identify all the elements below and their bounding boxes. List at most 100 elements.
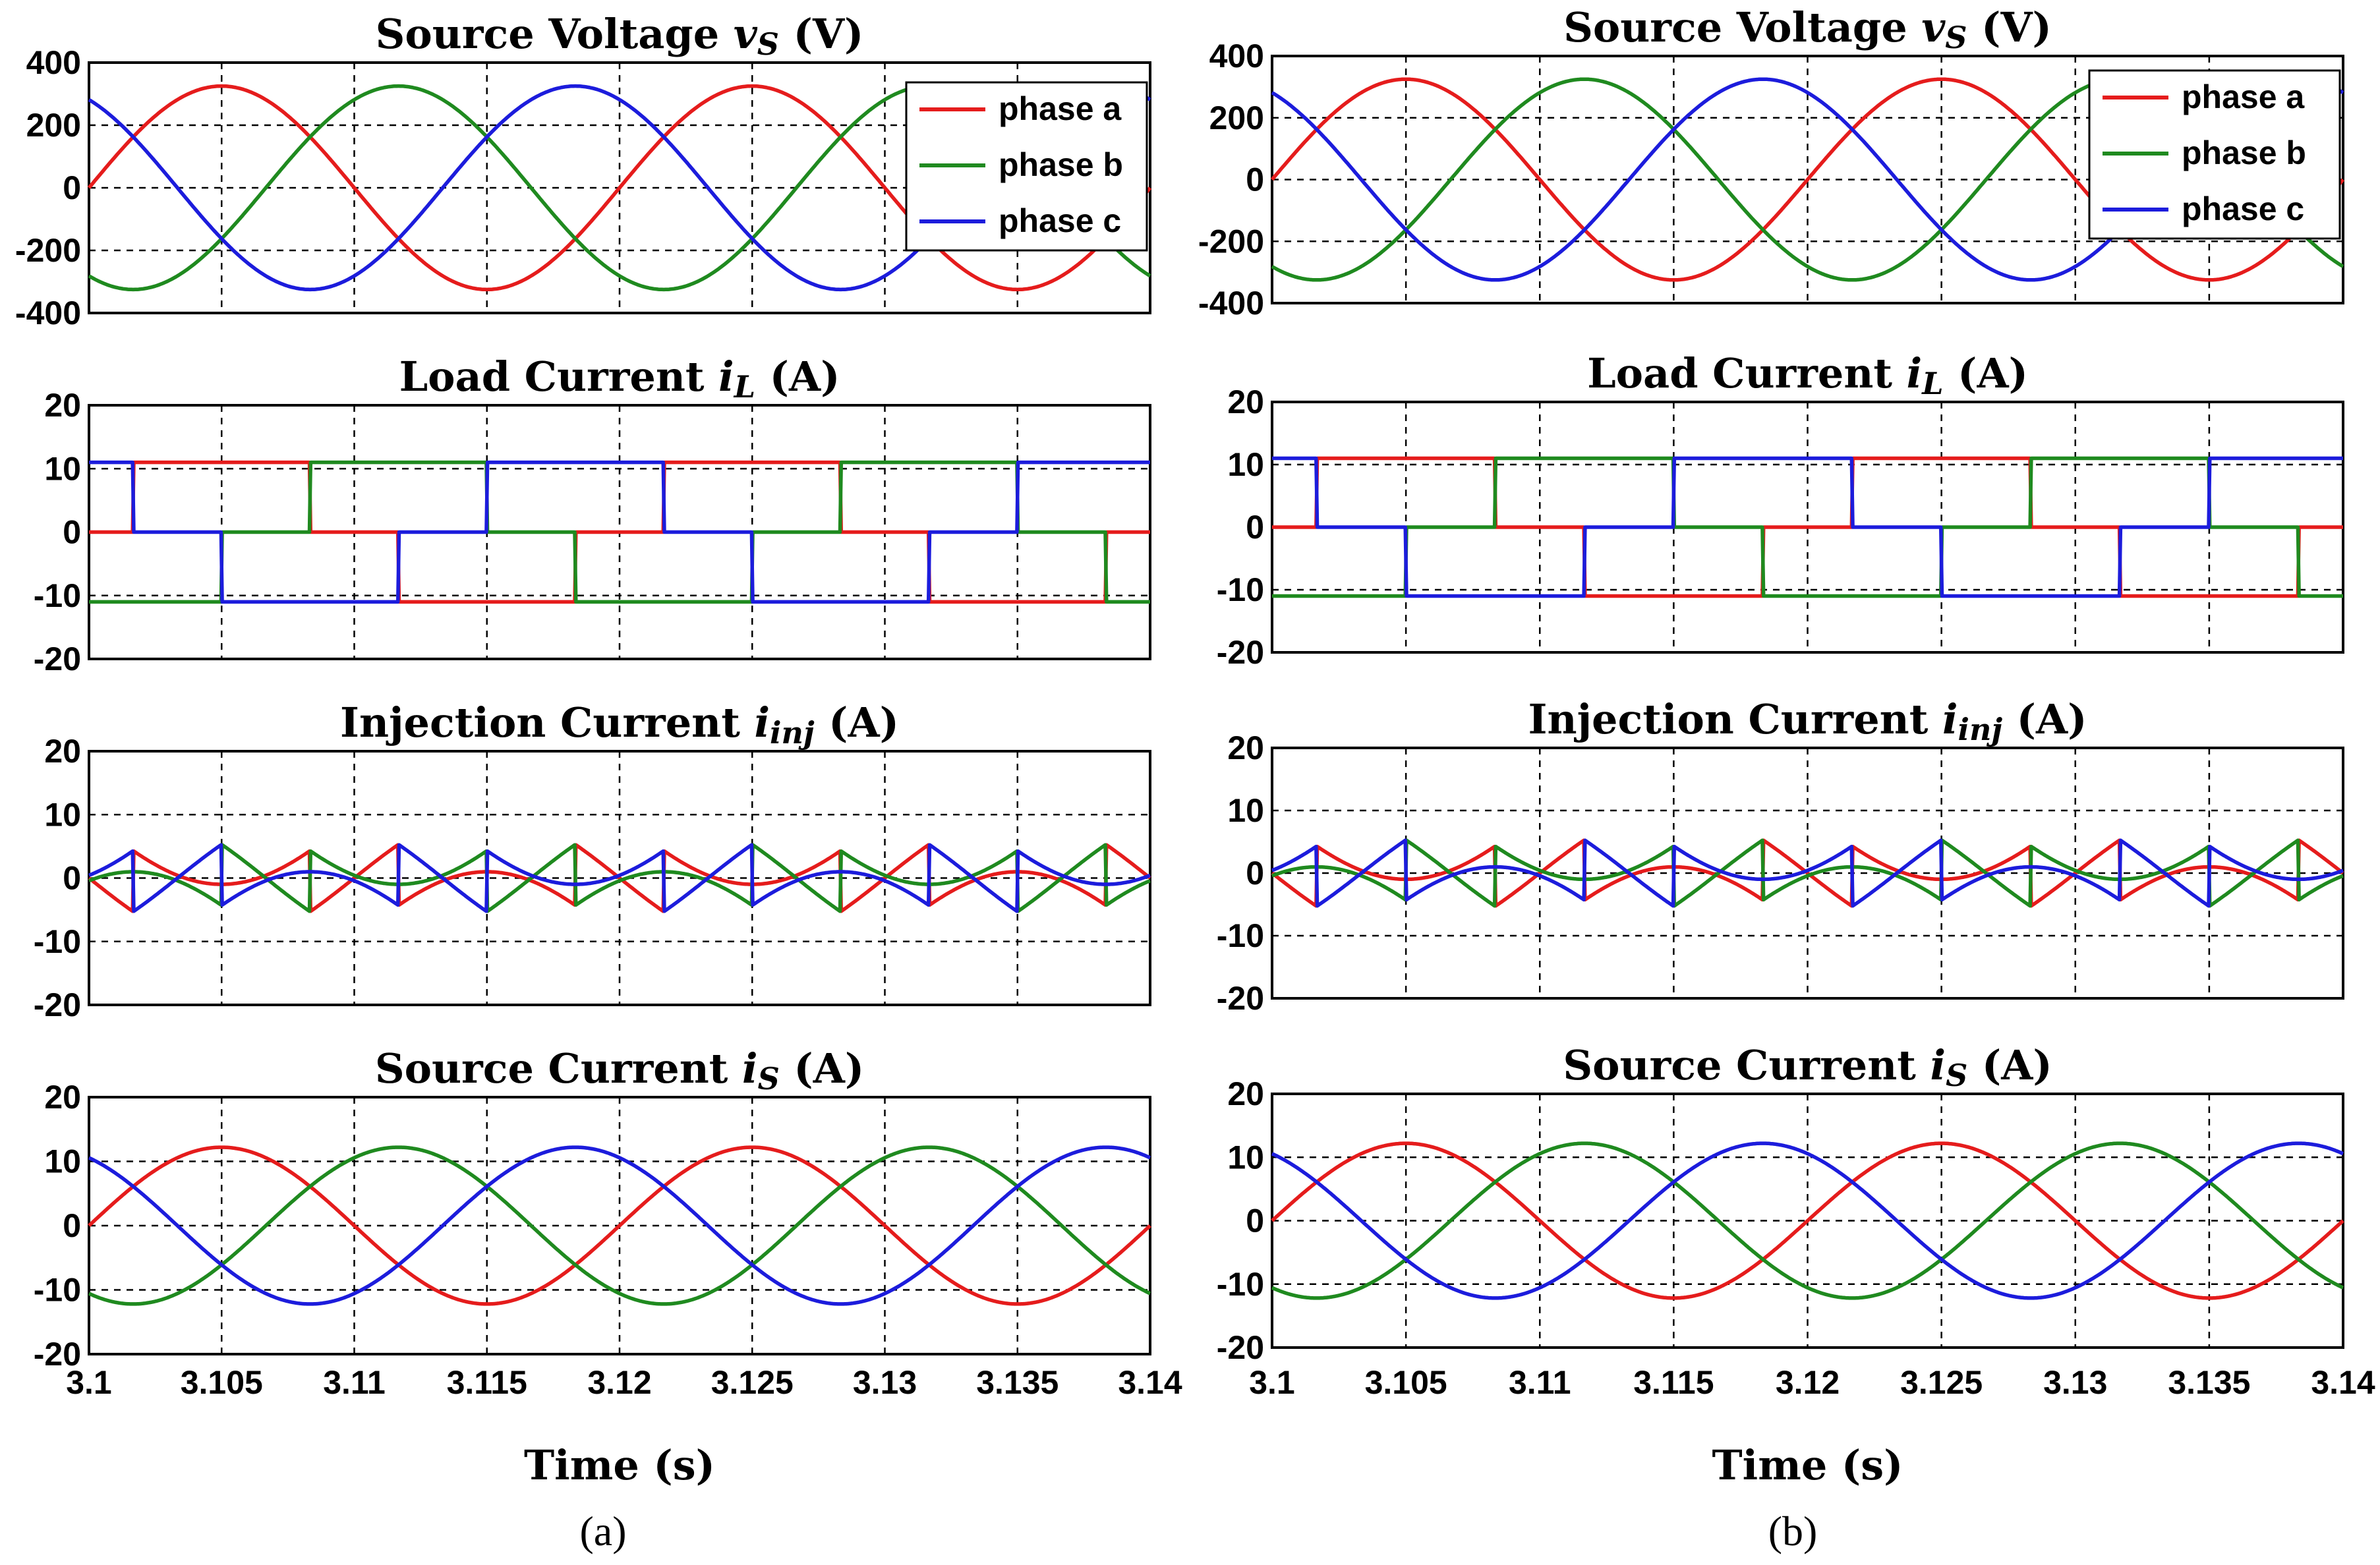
x-tick-label: 3.115 <box>447 1364 527 1401</box>
y-tick-label: 10 <box>1227 446 1264 483</box>
y-tick-label: 0 <box>1246 855 1264 892</box>
y-tick-label: 20 <box>44 1079 81 1116</box>
series-phase-b <box>1271 456 2344 598</box>
x-tick-label: 3.12 <box>587 1364 651 1401</box>
series-phase-a <box>1271 1141 2344 1300</box>
y-tick-label: 400 <box>26 44 81 81</box>
subplot-b-3: 20 10 0 -10 -20 Injection Current iinj (A) <box>1217 695 2344 1017</box>
y-tick-label: -400 <box>15 295 81 331</box>
y-tick-label: 0 <box>63 860 81 897</box>
y-tick-label: 200 <box>1209 100 1264 136</box>
series-phase-a <box>87 84 1152 292</box>
legend-entry: phase a <box>999 90 1122 127</box>
panel-caption: (a) <box>579 1508 626 1554</box>
x-tick-label: 3.1 <box>1249 1364 1295 1401</box>
y-tick-label: -10 <box>1217 917 1264 954</box>
subplot-title: Injection Current iinj (A) <box>340 698 899 751</box>
x-tick-label: 3.11 <box>1509 1364 1571 1401</box>
series-phase-c <box>88 843 1151 913</box>
legend-entry: phase b <box>999 146 1123 183</box>
y-tick-label: 0 <box>63 169 81 206</box>
x-tick-label: 3.13 <box>853 1364 917 1401</box>
y-tick-label: 10 <box>44 450 81 487</box>
y-tick-label: 400 <box>1209 38 1264 74</box>
x-tick-label: 3.105 <box>1365 1364 1447 1401</box>
subplot-title: Load Current iL (A) <box>1587 349 2028 401</box>
y-tick-label: 10 <box>1227 792 1264 829</box>
y-tick-label: 0 <box>1246 161 1264 198</box>
legend-entry: phase a <box>2182 78 2305 115</box>
series-phase-a <box>1271 456 2344 598</box>
y-tick-label: 10 <box>44 796 81 833</box>
series-phase-c <box>1271 1141 2344 1300</box>
series-phase-c <box>1271 838 2344 908</box>
y-tick-label: 200 <box>26 107 81 144</box>
panel-caption: (b) <box>1768 1508 1818 1554</box>
subplot-a-1: 400 200 0 -200 -400 Source Voltage vS (V) phas… <box>15 10 1152 331</box>
y-tick-label: 20 <box>1227 729 1264 766</box>
subplot-a-2: 20 10 0 -10 -20 Load Current iL (A) <box>34 353 1151 677</box>
x-tick-label: 3.12 <box>1776 1364 1840 1401</box>
legend-entry: phase b <box>2182 134 2306 171</box>
y-tick-label: 0 <box>63 514 81 551</box>
y-tick-label: -200 <box>15 232 81 269</box>
y-tick-label: -20 <box>34 640 81 677</box>
subplot-title: Source Voltage vS (V) <box>376 10 864 62</box>
subplot-title: Injection Current iinj (A) <box>1528 695 2087 747</box>
series-phase-c <box>88 1145 1151 1306</box>
legend-entry: phase c <box>2182 190 2304 227</box>
series-phase-a <box>88 460 1151 604</box>
series-phase-b <box>1271 838 2344 908</box>
subplot-title: Source Current iS (A) <box>375 1044 864 1096</box>
x-tick-label: 3.1 <box>66 1364 112 1401</box>
y-tick-label: -10 <box>34 577 81 614</box>
series-phase-b <box>88 1145 1151 1306</box>
x-tick-label: 3.14 <box>1118 1364 1182 1401</box>
y-tick-label: 10 <box>1227 1139 1264 1176</box>
x-tick-label: 3.13 <box>2043 1364 2107 1401</box>
series-phase-a <box>88 1145 1151 1306</box>
series-phase-c <box>1271 456 2344 598</box>
subplot-b-1: 400 200 0 -200 -400 Source Voltage vS (V) phas… <box>1198 3 2345 322</box>
y-tick-label: -20 <box>1217 1329 1264 1366</box>
y-tick-label: 20 <box>1227 1075 1264 1112</box>
y-tick-label: -20 <box>34 986 81 1023</box>
x-tick-label: 3.14 <box>2311 1364 2375 1401</box>
y-tick-label: -200 <box>1198 223 1264 260</box>
y-tick-label: 20 <box>44 387 81 424</box>
y-tick-label: -10 <box>34 923 81 960</box>
subplot-b-4: 20 10 0 -10 -20 Source Current iS (A) <box>1217 1041 2344 1366</box>
y-tick-label: -10 <box>1217 1266 1264 1303</box>
series-phase-b <box>1271 1141 2344 1300</box>
y-tick-label: 20 <box>1227 384 1264 420</box>
subplot-title: Source Voltage vS (V) <box>1563 3 2052 55</box>
legend: phase a phase b phase c <box>905 81 1148 252</box>
y-tick-label: -20 <box>1217 634 1264 671</box>
subplot-a-4: 20 10 0 -10 -20 Source Current iS (A) <box>34 1044 1151 1373</box>
series-phase-a <box>1270 77 2345 282</box>
x-tick-label: 3.135 <box>2168 1364 2250 1401</box>
subplot-a-3: 20 10 0 -10 -20 Injection Current iinj (A) <box>34 698 1151 1023</box>
y-tick-label: -10 <box>1217 571 1264 608</box>
subplot-title: Source Current iS (A) <box>1563 1041 2052 1093</box>
x-axis-label: Time (s) <box>1712 1441 1903 1489</box>
y-tick-label: 10 <box>44 1143 81 1180</box>
series-phase-b <box>88 843 1151 913</box>
x-tick-label: 3.11 <box>323 1364 386 1401</box>
x-tick-label: 3.125 <box>711 1364 794 1401</box>
series-phase-c <box>88 460 1151 604</box>
y-tick-label: -10 <box>34 1272 81 1309</box>
subplot-title: Load Current iL (A) <box>399 353 840 405</box>
subplot-b-2: 20 10 0 -10 -20 Load Current iL (A) <box>1217 349 2344 671</box>
y-tick-label: 0 <box>1246 1203 1264 1239</box>
x-tick-label: 3.125 <box>1900 1364 1983 1401</box>
series-phase-b <box>88 460 1151 604</box>
y-tick-label: 0 <box>63 1207 81 1244</box>
series-phase-a <box>1271 838 2344 908</box>
y-tick-label: 0 <box>1246 509 1264 546</box>
y-tick-label: -20 <box>34 1336 81 1373</box>
legend: phase a phase b phase c <box>2088 69 2341 240</box>
x-axis-label: Time (s) <box>524 1441 715 1489</box>
y-tick-label: -400 <box>1198 285 1264 322</box>
